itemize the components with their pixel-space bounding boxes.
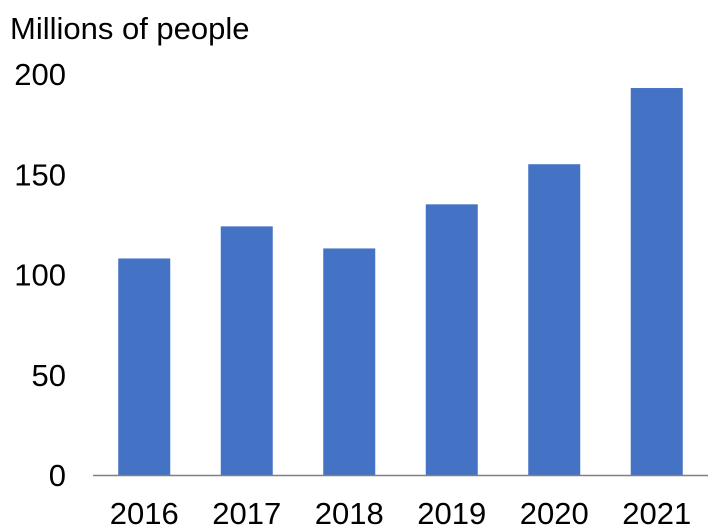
bar-2021 xyxy=(630,88,683,475)
x-tick-label: 2016 xyxy=(110,496,179,530)
x-tick-label: 2020 xyxy=(520,496,589,530)
bar-2020 xyxy=(528,164,581,475)
y-tick-label: 50 xyxy=(32,358,66,393)
x-tick-label: 2019 xyxy=(417,496,486,530)
bar-2017 xyxy=(220,226,273,475)
y-axis-ticks: 0 50 100 150 200 xyxy=(14,57,66,493)
y-tick-label: 100 xyxy=(14,258,66,293)
y-tick-label: 0 xyxy=(49,458,66,493)
bar-2018 xyxy=(323,248,376,475)
y-tick-label: 200 xyxy=(14,57,66,92)
bar-2019 xyxy=(425,204,478,475)
x-tick-label: 2018 xyxy=(315,496,384,530)
y-axis-unit-label: Millions of people xyxy=(10,11,250,46)
y-tick-label: 150 xyxy=(14,157,66,192)
x-axis-ticks: 2016 2017 2018 2019 2020 2021 xyxy=(110,496,691,530)
bar-2016 xyxy=(118,258,171,475)
x-tick-label: 2021 xyxy=(622,496,691,530)
bars xyxy=(118,88,683,475)
x-tick-label: 2017 xyxy=(212,496,281,530)
